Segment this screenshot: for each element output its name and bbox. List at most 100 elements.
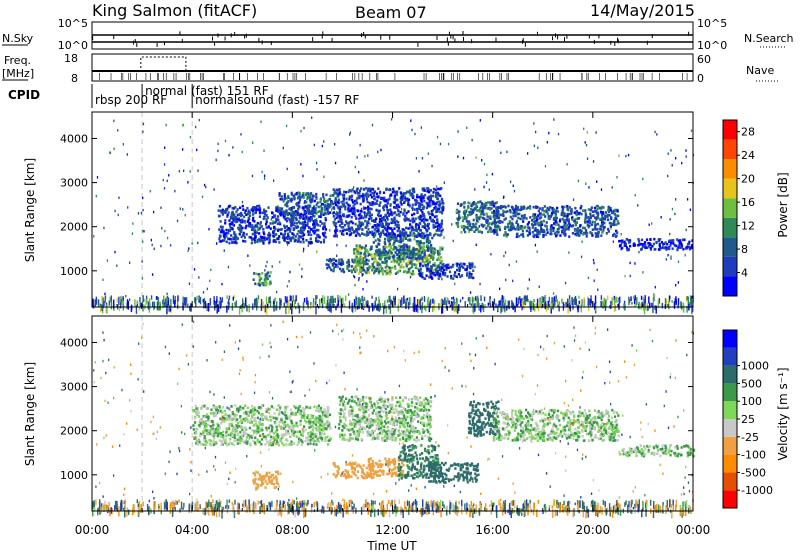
near-range-cell <box>327 295 329 302</box>
echo-cell <box>554 216 557 220</box>
echo-cell <box>264 480 267 483</box>
echo-cell <box>493 213 496 216</box>
noise-cell <box>584 141 586 144</box>
echo-cell <box>590 206 593 209</box>
echo-cell <box>392 243 395 247</box>
near-range-cell <box>286 300 289 305</box>
echo-cell <box>228 229 232 233</box>
noise-cell <box>471 138 473 142</box>
echo-cell <box>228 222 231 226</box>
echo-cell <box>496 211 499 214</box>
echo-cell <box>663 246 666 250</box>
echo-cell <box>283 236 286 240</box>
echo-cell <box>659 238 662 241</box>
near-range-cell <box>193 297 196 303</box>
noise-cell <box>300 163 302 166</box>
echo-cell <box>347 208 350 212</box>
near-range-cell <box>616 296 618 303</box>
echo-cell <box>662 243 665 246</box>
near-range-cell <box>541 301 543 309</box>
noise-cell <box>288 280 290 283</box>
near-range-cell <box>640 303 642 310</box>
echo-cell <box>538 221 541 225</box>
echo-cell <box>297 195 300 199</box>
near-range-cell <box>274 297 276 302</box>
near-range-cell <box>432 298 434 304</box>
noise-cell <box>335 196 338 199</box>
echo-cell <box>415 208 419 211</box>
echo-cell <box>313 214 316 218</box>
near-range-cell <box>355 299 358 306</box>
echo-cell <box>423 257 427 261</box>
near-range-cell <box>634 301 636 307</box>
echo-cell <box>254 211 257 214</box>
echo-cell <box>218 228 221 231</box>
echo-cell <box>332 188 335 191</box>
echo-cell <box>481 216 484 220</box>
echo-cell <box>381 229 384 233</box>
echo-cell <box>418 202 421 205</box>
echo-cell <box>464 216 467 220</box>
noise-cell <box>624 274 626 278</box>
echo-cell <box>406 271 409 274</box>
near-range-cell <box>449 300 451 309</box>
near-range-cell <box>536 303 538 309</box>
echo-cell <box>408 254 412 257</box>
noise-cell <box>512 279 514 283</box>
echo-cell <box>363 251 367 254</box>
near-range-cell <box>632 295 635 300</box>
noise-cell <box>686 198 689 201</box>
near-range-cell <box>330 304 332 313</box>
echo-cell <box>260 426 263 430</box>
echo-cell <box>567 227 570 231</box>
echo-cell <box>669 244 672 247</box>
noise-cell <box>215 242 218 245</box>
echo-cell <box>222 230 225 234</box>
echo-cell <box>409 219 412 223</box>
echo-cell <box>297 207 300 211</box>
echo-cell <box>491 211 494 214</box>
echo-cell <box>565 226 568 230</box>
echo-cell <box>439 187 442 191</box>
echo-cell <box>520 217 523 221</box>
echo-cell <box>431 236 434 240</box>
echo-cell <box>253 237 256 241</box>
near-range-cell <box>653 295 655 302</box>
echo-cell <box>301 234 305 238</box>
echo-cell <box>274 475 278 478</box>
echo-cell <box>626 248 629 252</box>
echo-cell <box>354 214 357 218</box>
echo-cell <box>322 195 325 199</box>
echo-cell <box>454 274 457 278</box>
echo-cell <box>577 233 580 237</box>
echo-cell <box>575 212 578 216</box>
echo-cell <box>303 201 306 205</box>
noise-cell <box>371 232 373 235</box>
echo-cell <box>427 233 430 237</box>
echo-cell <box>508 209 512 212</box>
echo-cell <box>337 193 341 196</box>
noise-cell <box>109 151 111 154</box>
noise-cell <box>667 253 669 257</box>
echo-cell <box>265 214 268 217</box>
echo-cell <box>236 213 239 217</box>
echo-cell <box>379 235 382 238</box>
echo-cell <box>436 219 439 222</box>
near-range-cell <box>521 297 523 303</box>
echo-cell <box>426 218 429 222</box>
echo-cell <box>347 224 350 228</box>
noise-cell <box>294 224 296 228</box>
echo-cell <box>540 220 543 224</box>
echo-cell <box>384 252 387 256</box>
echo-cell <box>348 214 351 217</box>
near-range-cell <box>303 297 306 303</box>
echo-cell <box>550 213 553 217</box>
echo-cell <box>357 194 360 198</box>
echo-cell <box>603 214 607 218</box>
echo-cell <box>262 208 266 212</box>
echo-cell <box>647 241 650 245</box>
noise-cell <box>362 287 364 291</box>
noise-cell <box>596 268 598 272</box>
echo-cell <box>425 240 428 244</box>
